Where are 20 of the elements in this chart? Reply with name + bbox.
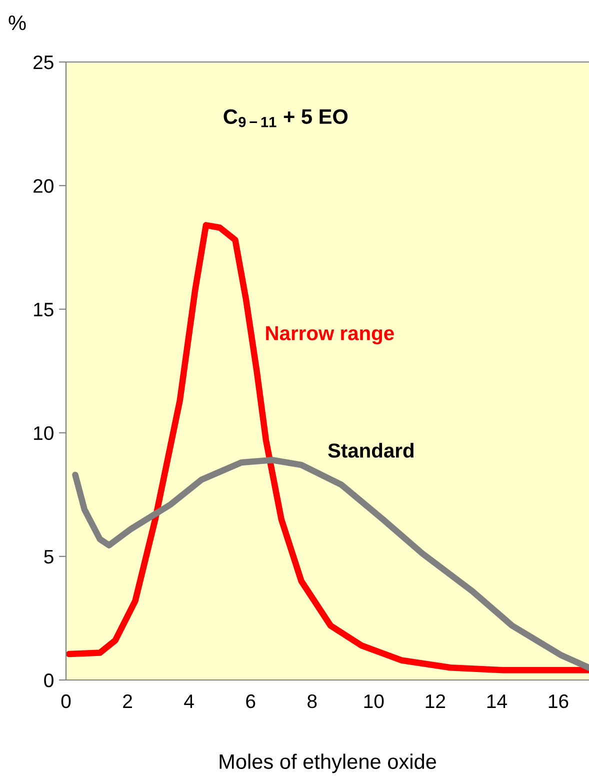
y-tick-label: 25: [34, 55, 54, 70]
x-axis-title: Moles of ethylene oxide: [220, 754, 436, 774]
x-tick-label: 10: [364, 694, 384, 708]
y-tick-label: 5: [44, 550, 54, 564]
y-tick-label: 0: [44, 673, 54, 688]
y-axis-title: %: [8, 16, 26, 30]
y-tick-label: 20: [34, 179, 54, 193]
x-tick-label: 6: [246, 694, 256, 708]
x-tick-label: 12: [426, 694, 446, 708]
x-tick-label: 16: [548, 694, 568, 708]
x-tick-label: 2: [123, 694, 132, 708]
x-tick-label: 4: [184, 694, 194, 708]
x-tick-label: 14: [487, 694, 507, 708]
series-label: Narrow range: [266, 326, 394, 344]
x-tick-label: 8: [308, 694, 317, 708]
y-tick-label: 10: [34, 426, 54, 440]
series-label: Standard: [328, 442, 414, 458]
text: C$_{9−11}$ + 5 EO: [224, 109, 348, 128]
y-tick-label: 15: [34, 302, 54, 316]
x-tick-label: 0: [61, 694, 71, 708]
